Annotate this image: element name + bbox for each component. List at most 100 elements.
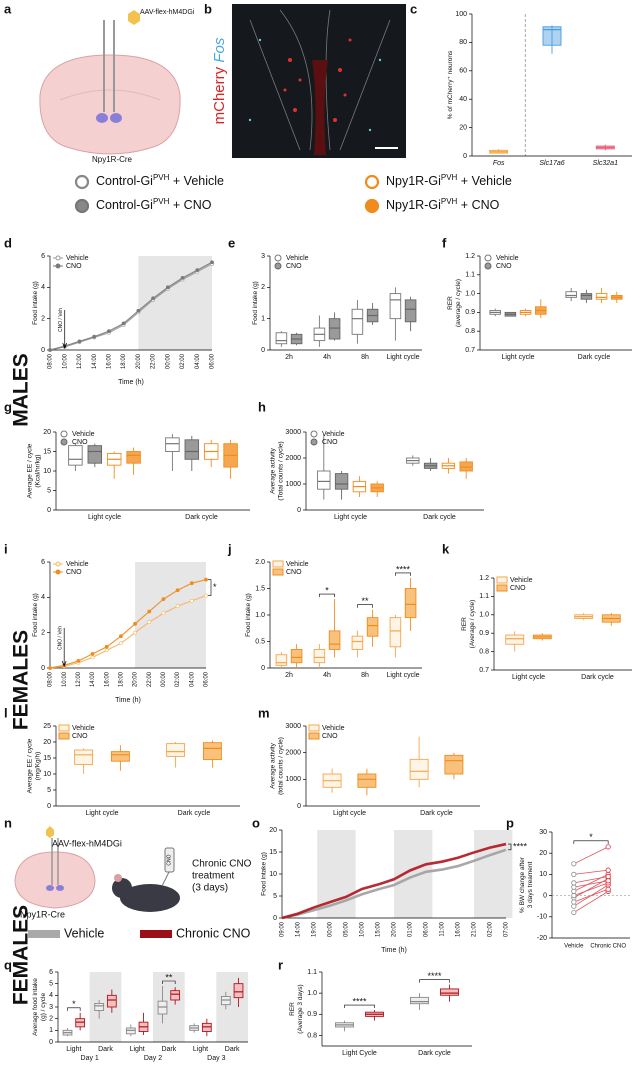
y-tick-label: 0.9 [479, 630, 489, 637]
y-tick-label: 4 [41, 594, 45, 601]
shade-band [216, 972, 248, 1042]
x-tick-label: 20:00 [136, 353, 142, 369]
point [107, 329, 111, 334]
y-tick-label: 20 [269, 827, 277, 834]
x-tick-label: 11:00 [440, 921, 446, 936]
legend-label: CNO [510, 585, 526, 592]
x-tick-label: Fos [493, 160, 505, 167]
box [328, 318, 341, 340]
main-legend-item: Npy1R-GiPVH + CNO [386, 197, 500, 213]
x-tick-label: 14:00 [92, 353, 98, 369]
point [195, 268, 200, 273]
y-axis-label: (Total counts / cycle) [277, 441, 284, 500]
y-tick-label: 15 [43, 755, 51, 762]
legend-superscript: PVH [153, 173, 170, 182]
y-axis-label: Average food intake [32, 978, 39, 1036]
significance-label: * [325, 585, 329, 595]
x-tick-label: Dark [98, 1046, 113, 1053]
y-tick-label: 0 [47, 507, 51, 514]
box [126, 451, 141, 464]
legend-marker [60, 438, 68, 446]
y-tick-label: 10 [539, 871, 547, 878]
box [106, 994, 117, 1008]
y-tick-label: 0 [41, 665, 45, 672]
point [204, 593, 208, 598]
x-tick-label: Light [193, 1046, 208, 1053]
point [133, 621, 137, 626]
y-tick-label: 0 [297, 507, 301, 514]
panel-letter: m [258, 705, 270, 720]
y-axis-label: Food intake (g) [32, 281, 39, 325]
panel-letter: e [228, 235, 235, 250]
legend-label: CNO [286, 263, 302, 270]
x-tick-label: Dark [161, 1046, 176, 1053]
legend-marker [60, 430, 68, 438]
x-tick-label: 16:00 [456, 921, 462, 937]
x-tick-label: Light cycle [333, 810, 366, 817]
x-tick-label: 00:00 [328, 921, 334, 937]
panel-letter: i [4, 541, 8, 556]
y-tick-label: 15 [269, 849, 277, 856]
shade-band [474, 830, 513, 918]
y-tick-label: 0.9 [307, 1011, 317, 1018]
legend-label: CNO [322, 439, 338, 446]
point [571, 880, 577, 886]
box [410, 996, 429, 1005]
point [90, 651, 95, 656]
y-tick-label: 0.5 [255, 638, 265, 645]
box [68, 445, 83, 466]
legend-superscript: PVH [441, 197, 458, 206]
box [595, 293, 608, 300]
x-tick-label: 16:00 [104, 671, 110, 687]
y-tick-label: -20 [537, 935, 547, 942]
x-tick-label: Light Cycle [342, 1050, 377, 1057]
point [119, 641, 123, 646]
series-line [49, 263, 213, 351]
legend-marker [308, 724, 320, 732]
x-tick-label: Slc32a1 [593, 160, 618, 167]
y-tick-label: 0 [261, 665, 265, 672]
box [166, 743, 186, 757]
panel-letter: g [4, 399, 12, 414]
marker-label: CNO / Veh [58, 626, 64, 650]
point [175, 588, 180, 593]
x-tick-label: 8h [361, 354, 369, 361]
y-tick-label: 20 [459, 124, 467, 131]
point [571, 899, 577, 905]
significance-label: * [589, 832, 593, 842]
point [180, 276, 185, 280]
treatment-label: Chronic CNO [192, 859, 252, 870]
stain-labels: mCherry Fos [211, 37, 228, 124]
y-tick-label: 0.9 [465, 309, 475, 316]
legend-marker [364, 198, 380, 214]
y-tick-label: 2000 [285, 455, 301, 462]
y-tick-label: 0 [273, 915, 277, 922]
y-tick-label: 25 [43, 723, 51, 730]
y-tick-label: 2 [49, 1016, 53, 1023]
legend-marker [310, 430, 318, 438]
legend-marker [272, 560, 284, 568]
legend-marker [272, 568, 284, 576]
point [119, 634, 123, 639]
x-tick-label: Dark cycle [420, 810, 453, 817]
x-tick-label: 22:00 [151, 353, 157, 369]
y-tick-label: 6 [41, 559, 45, 566]
y-tick-label: 1 [49, 1027, 53, 1034]
legend-marker [274, 262, 282, 270]
y-tick-label: 4 [41, 284, 45, 291]
point [48, 666, 52, 670]
x-tick-label: 18:00 [121, 353, 127, 369]
legend-label: Vehicle [286, 255, 309, 262]
legend-marker [74, 198, 90, 214]
legend-marker [308, 732, 320, 740]
x-tick-label: Dark cycle [178, 810, 211, 817]
legend-suffix: + Vehicle [457, 174, 512, 188]
panel-letter: o [252, 815, 260, 830]
point [121, 321, 126, 326]
pair-line [573, 880, 609, 888]
point [605, 844, 611, 850]
series-line [49, 595, 207, 669]
red-stain-label: mCherry [211, 66, 228, 124]
point [151, 296, 155, 301]
point [136, 308, 141, 313]
